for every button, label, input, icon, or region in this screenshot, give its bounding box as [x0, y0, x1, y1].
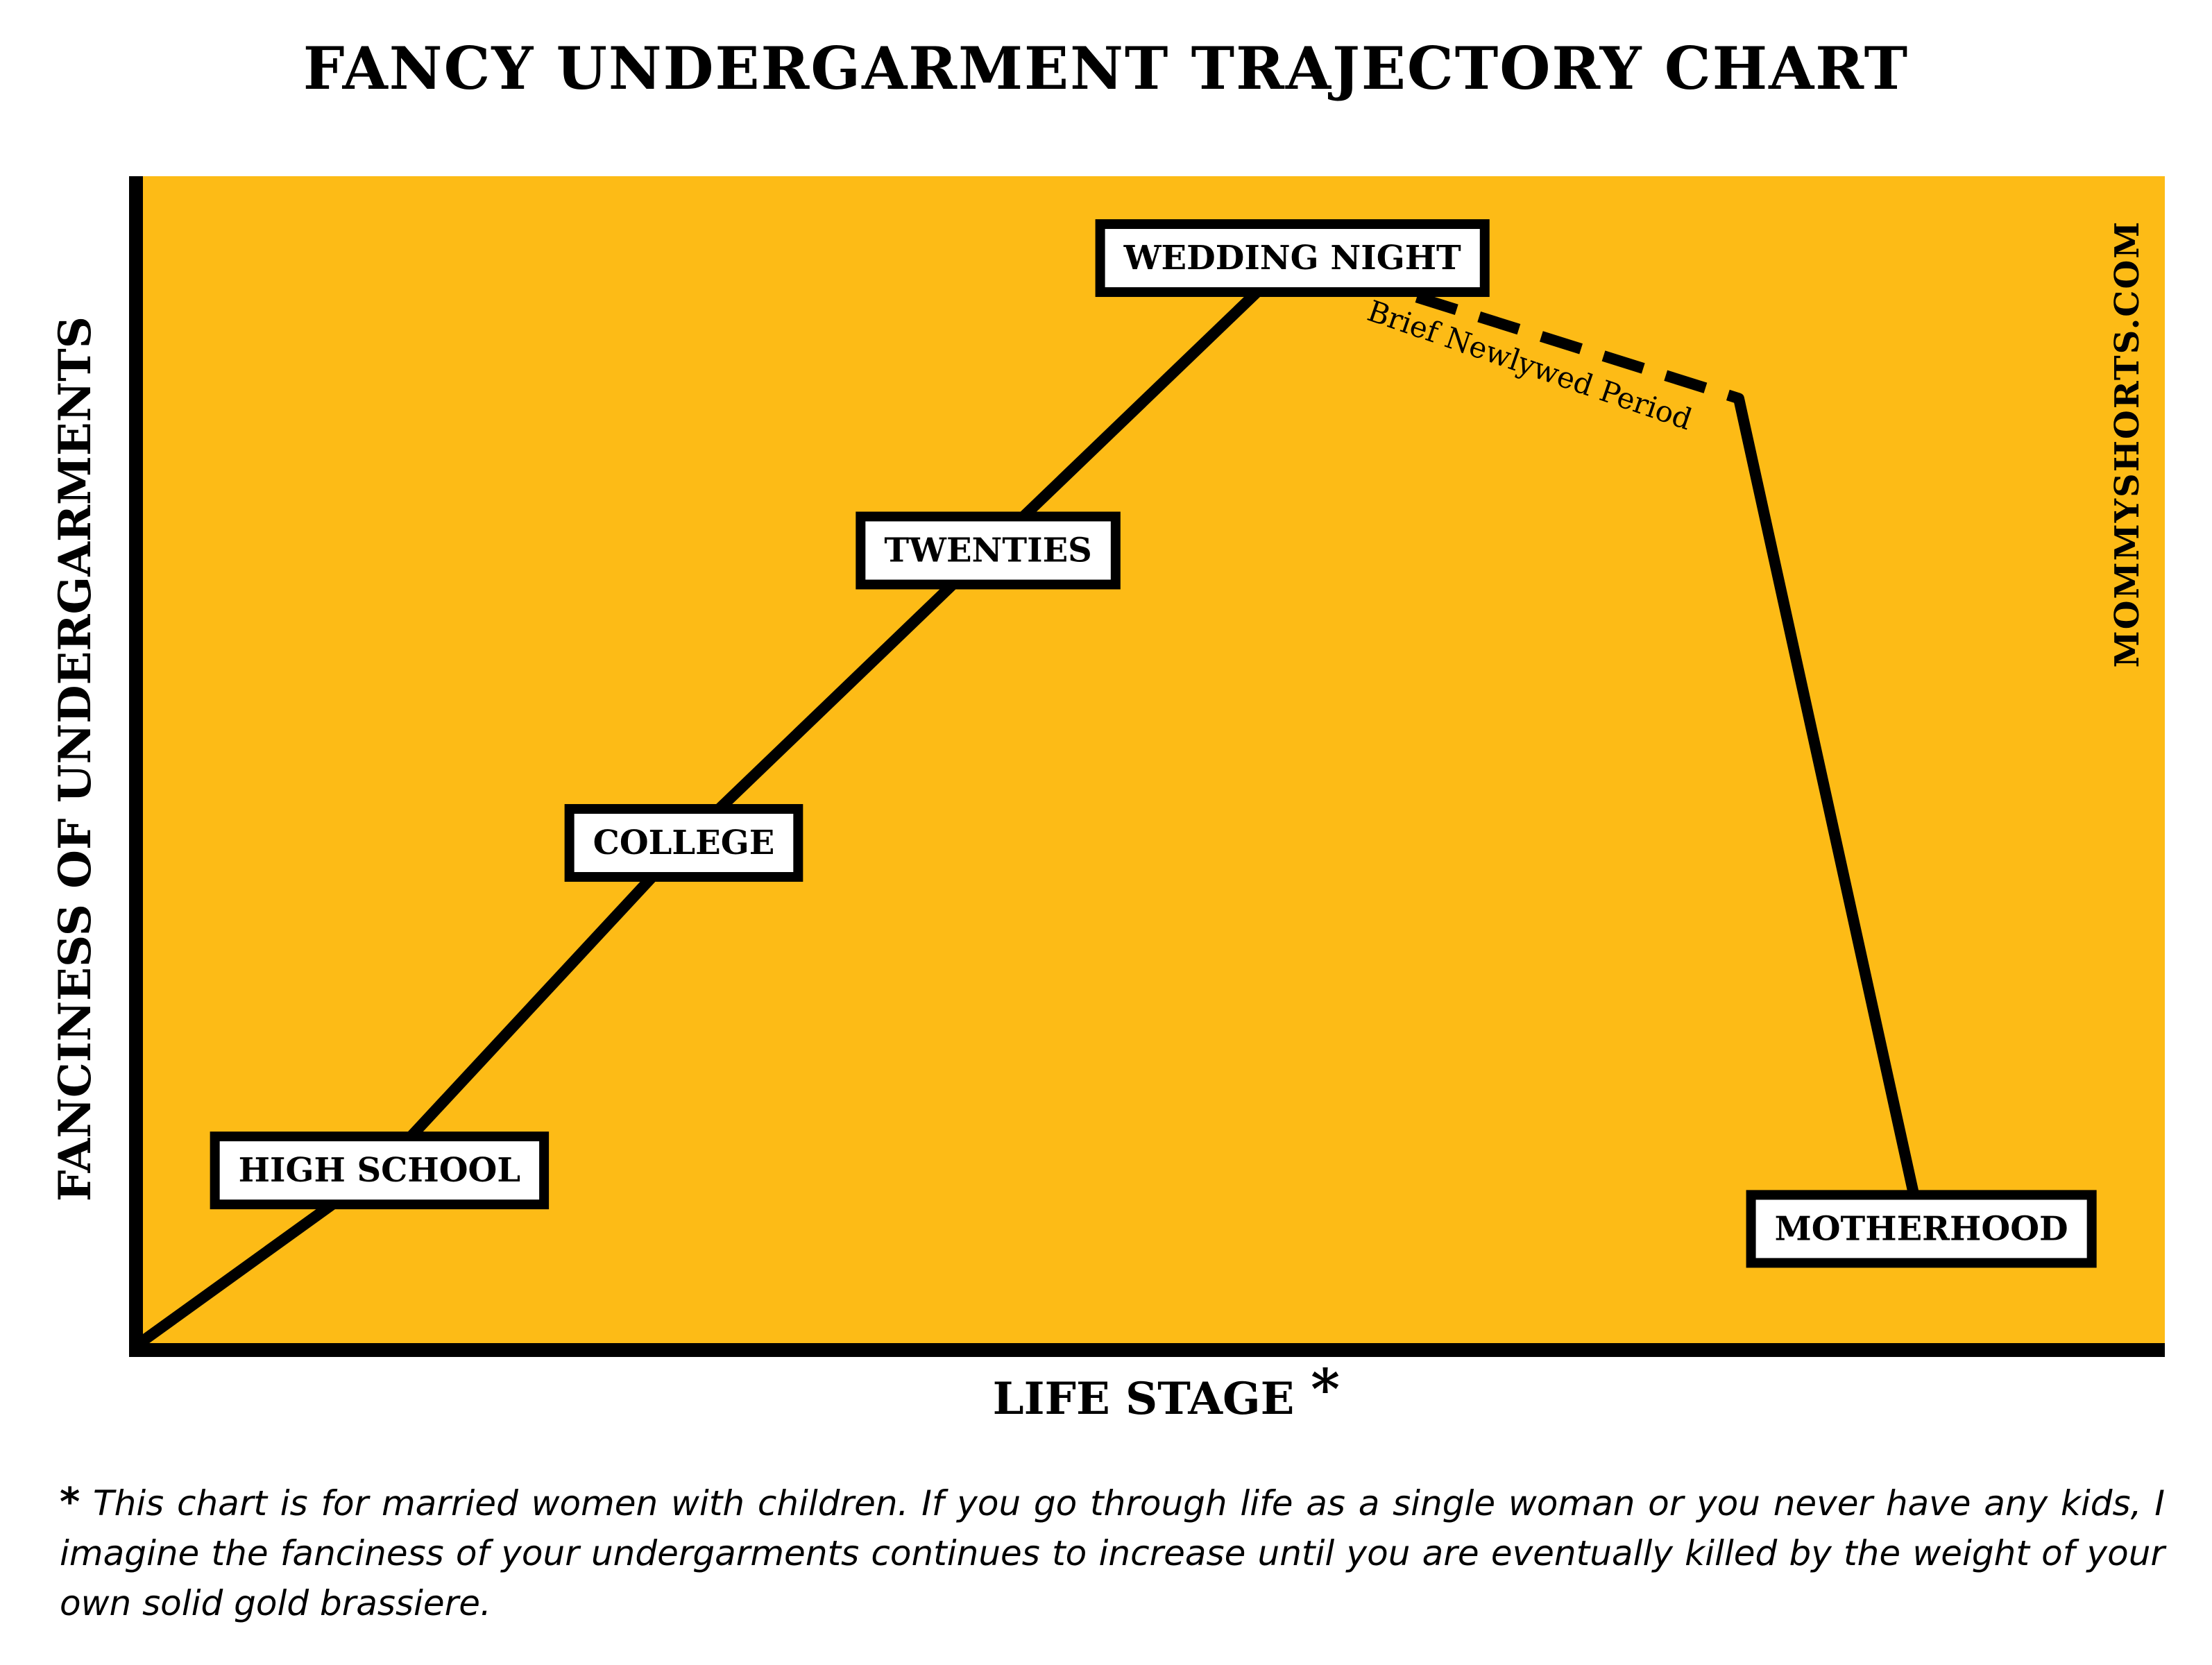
x-axis-label: LIFE STAGE: [993, 1373, 1295, 1425]
footnote: * This chart is for married women with c…: [60, 1478, 2165, 1628]
stage-label-text: MOTHERHOOD: [1775, 1209, 2068, 1248]
stage-label-box: [856, 511, 1121, 590]
stage-labels: HIGH SCHOOL COLLEGE TWENTIES WEDDING NIGHT M…: [210, 219, 2097, 1268]
stage-label: COLLEGE: [564, 804, 803, 882]
stage-label-text: COLLEGE: [593, 823, 775, 862]
x-axis-label-marker: *: [1311, 1356, 1340, 1421]
stage-label-box: [210, 1132, 550, 1210]
line-segment: [373, 837, 690, 1177]
line-segment: [1733, 393, 1928, 1235]
line-segment: [678, 545, 994, 849]
stage-label-text: WEDDING NIGHT: [1123, 239, 1461, 278]
stage-label-box: [1746, 1190, 2097, 1268]
stage-label: MOTHERHOOD: [1746, 1190, 2097, 1268]
y-axis-label: FANCINESS OF UNDERGARMENTS: [49, 316, 101, 1202]
stage-label-box: [1095, 219, 1490, 298]
stage-label-text: HIGH SCHOOL: [239, 1151, 520, 1190]
footnote-marker: *: [60, 1480, 80, 1525]
chart-title: FANCY UNDERGARMENT TRAJECTORY CHART: [303, 34, 1909, 103]
stage-label: TWENTIES: [856, 511, 1121, 590]
stage-label-box: [564, 804, 803, 882]
stage-label-text: TWENTIES: [884, 531, 1092, 570]
footnote-text: This chart is for married women with chi…: [60, 1483, 2165, 1623]
line-segment: [982, 253, 1298, 556]
stage-label: HIGH SCHOOL: [210, 1132, 550, 1210]
trajectory-line: [130, 253, 1928, 1351]
stage-label: WEDDING NIGHT: [1095, 219, 1490, 298]
watermark: MOMMYSHORTS.COM: [2108, 221, 2147, 668]
